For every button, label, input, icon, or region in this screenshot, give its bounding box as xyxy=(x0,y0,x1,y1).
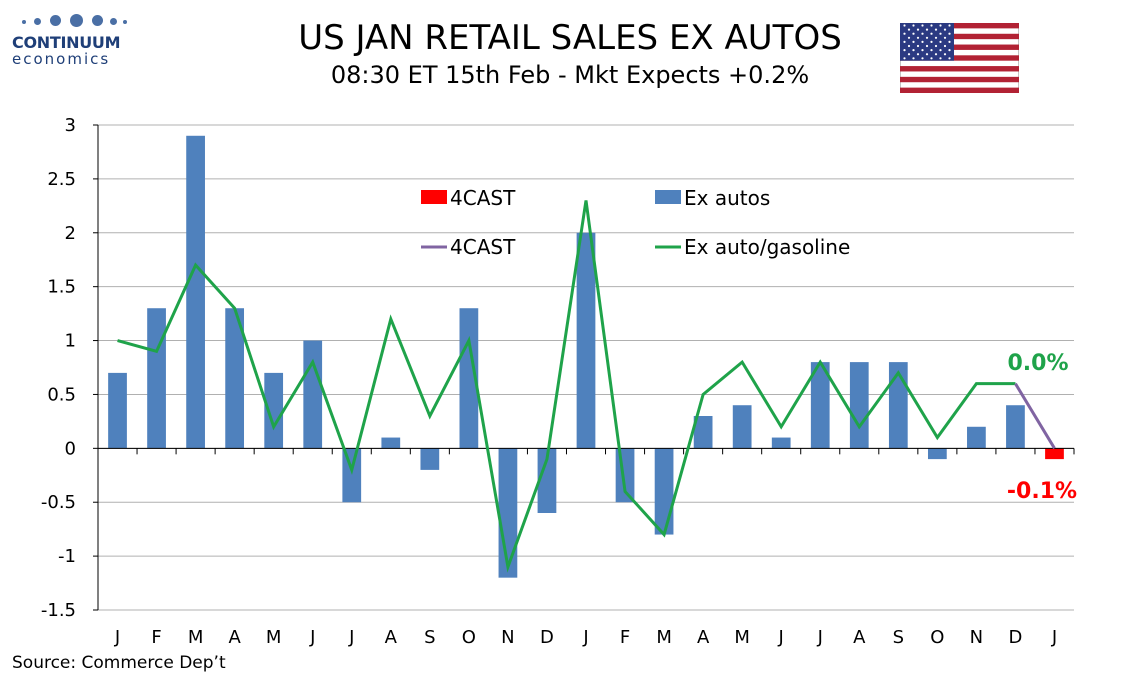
x-tick-label: M xyxy=(734,627,750,648)
x-tick-label: J xyxy=(114,627,120,648)
bar-ex-autos xyxy=(771,437,791,449)
y-tick-label: 0.5 xyxy=(47,384,76,405)
x-tick-label: J xyxy=(1051,627,1057,648)
x-tick-label: N xyxy=(970,627,983,648)
bar-ex-autos xyxy=(654,448,674,535)
x-tick-label: O xyxy=(462,627,476,648)
bars xyxy=(108,135,1064,578)
bar-ex-autos xyxy=(967,426,986,449)
line-ex-auto-gasoline xyxy=(117,200,1016,573)
bar-4cast xyxy=(1045,448,1064,460)
x-tick-label: F xyxy=(151,627,161,648)
x-tick-label: M xyxy=(188,627,204,648)
legend-swatch xyxy=(421,190,447,204)
y-tick-label: 2.5 xyxy=(47,169,76,190)
axes: 3 2.5 2 1.5 1 0.5 0 -0.5 -1 -1.5 J F M A M J J A S O N D J F M A M… xyxy=(41,115,1075,648)
lines xyxy=(117,200,1056,573)
bar-ex-autos xyxy=(342,448,362,503)
y-tick-label: 0 xyxy=(65,438,76,459)
bar-ex-autos xyxy=(186,135,205,449)
x-tick-label: J xyxy=(817,627,823,648)
line-4cast xyxy=(1014,382,1056,450)
y-tick-label: 1 xyxy=(65,331,76,352)
bar-ex-autos xyxy=(576,232,596,449)
logo-dots-icon xyxy=(12,14,137,30)
bar-ex-autos xyxy=(1006,405,1025,449)
y-tick-label: -1 xyxy=(58,546,76,567)
x-tick-label: D xyxy=(540,627,554,648)
us-flag-icon xyxy=(900,23,1019,93)
y-tick-label: 1.5 xyxy=(47,277,76,298)
x-tick-label: M xyxy=(266,627,282,648)
x-tick-label: A xyxy=(853,627,866,648)
bar-ex-autos xyxy=(732,405,752,449)
x-tick-label: S xyxy=(424,627,435,648)
bar-ex-autos xyxy=(537,448,557,513)
annotations: 0.0% -0.1% xyxy=(1007,351,1077,504)
bar-ex-autos xyxy=(225,308,245,449)
bar-ex-autos xyxy=(693,416,713,449)
x-tick-label: J xyxy=(348,627,354,648)
bar-ex-autos xyxy=(927,448,947,460)
legend-label: 4CAST xyxy=(450,235,516,259)
x-tick-label: A xyxy=(385,627,398,648)
source-note: Source: Commerce Dep’t xyxy=(12,653,226,673)
legend-label: 4CAST xyxy=(450,186,516,210)
x-tick-label: F xyxy=(620,627,630,648)
y-tick-label: -1.5 xyxy=(41,600,76,621)
chart-subtitle: 08:30 ET 15th Feb - Mkt Expects +0.2% xyxy=(330,61,810,89)
legend-label: Ex auto/gasoline xyxy=(684,235,850,259)
x-tick-label: M xyxy=(656,627,672,648)
x-tick-label: D xyxy=(1009,627,1023,648)
x-tick-label: J xyxy=(309,627,315,648)
bar-ex-autos xyxy=(420,448,440,470)
x-tick-label: S xyxy=(893,627,904,648)
continuum-logo: CONTINUUM economics xyxy=(12,14,137,68)
chart-title: US JAN RETAIL SALES EX AUTOS xyxy=(298,18,842,58)
bar-ex-autos xyxy=(264,372,284,449)
legend-swatch xyxy=(655,190,681,204)
bar-ex-autos xyxy=(108,372,127,449)
bar-ex-autos xyxy=(810,362,830,449)
y-tick-label: 3 xyxy=(65,115,76,136)
x-tick-label: J xyxy=(582,627,588,648)
bar-ex-autos xyxy=(381,437,401,449)
bar-ex-autos xyxy=(147,308,166,449)
x-tick-label: A xyxy=(228,627,241,648)
data-annotation: -0.1% xyxy=(1007,479,1077,504)
y-tick-label: 2 xyxy=(65,223,76,244)
bar-ex-autos xyxy=(849,362,869,449)
bar-ex-autos xyxy=(615,448,635,503)
x-tick-label: A xyxy=(697,627,710,648)
logo-subtitle: economics xyxy=(12,50,111,68)
bar-ex-autos xyxy=(888,362,908,449)
y-tick-label: -0.5 xyxy=(41,492,76,513)
legend-label: Ex autos xyxy=(684,186,770,210)
bar-ex-autos xyxy=(303,340,323,449)
x-tick-label: O xyxy=(930,627,944,648)
logo-name: CONTINUUM xyxy=(12,33,121,52)
data-annotation: 0.0% xyxy=(1007,351,1068,376)
x-tick-label: J xyxy=(778,627,784,648)
x-tick-label: N xyxy=(501,627,514,648)
legend: 4CAST Ex autos 4CAST Ex auto/gasoline xyxy=(421,186,850,259)
bar-ex-autos xyxy=(459,308,479,449)
